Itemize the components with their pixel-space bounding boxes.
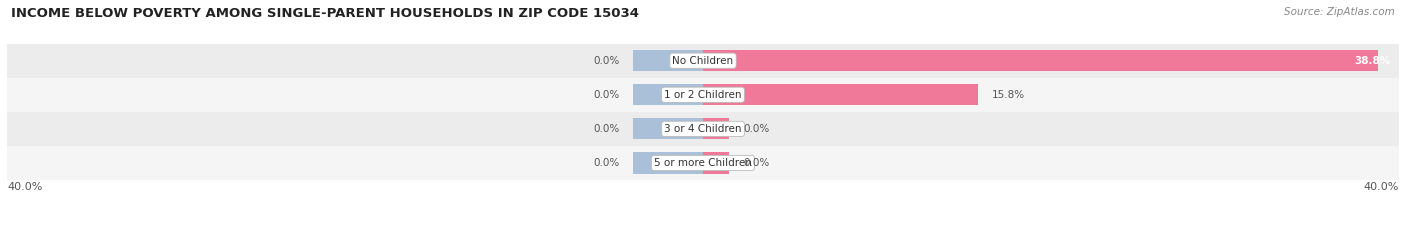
Bar [703,50,1378,71]
Bar [703,118,730,140]
Bar [7,112,1399,146]
Text: 38.8%: 38.8% [1354,56,1391,66]
Text: INCOME BELOW POVERTY AMONG SINGLE-PARENT HOUSEHOLDS IN ZIP CODE 15034: INCOME BELOW POVERTY AMONG SINGLE-PARENT… [11,7,640,20]
Bar [703,152,730,174]
Bar [633,118,703,140]
Bar [633,84,703,105]
Text: 15.8%: 15.8% [991,90,1025,100]
Bar [633,50,703,71]
Bar [7,146,1399,180]
Text: 0.0%: 0.0% [593,158,620,168]
Text: 3 or 4 Children: 3 or 4 Children [664,124,742,134]
Bar [703,84,979,105]
Bar [7,44,1399,78]
Text: 0.0%: 0.0% [593,90,620,100]
Text: No Children: No Children [672,56,734,66]
Text: 1 or 2 Children: 1 or 2 Children [664,90,742,100]
Text: 0.0%: 0.0% [742,124,769,134]
Text: 0.0%: 0.0% [742,158,769,168]
Text: 5 or more Children: 5 or more Children [654,158,752,168]
Text: 40.0%: 40.0% [1364,182,1399,192]
Bar [7,78,1399,112]
Bar [633,152,703,174]
Text: Source: ZipAtlas.com: Source: ZipAtlas.com [1284,7,1395,17]
Text: 0.0%: 0.0% [593,124,620,134]
Text: 0.0%: 0.0% [593,56,620,66]
Text: 40.0%: 40.0% [7,182,42,192]
